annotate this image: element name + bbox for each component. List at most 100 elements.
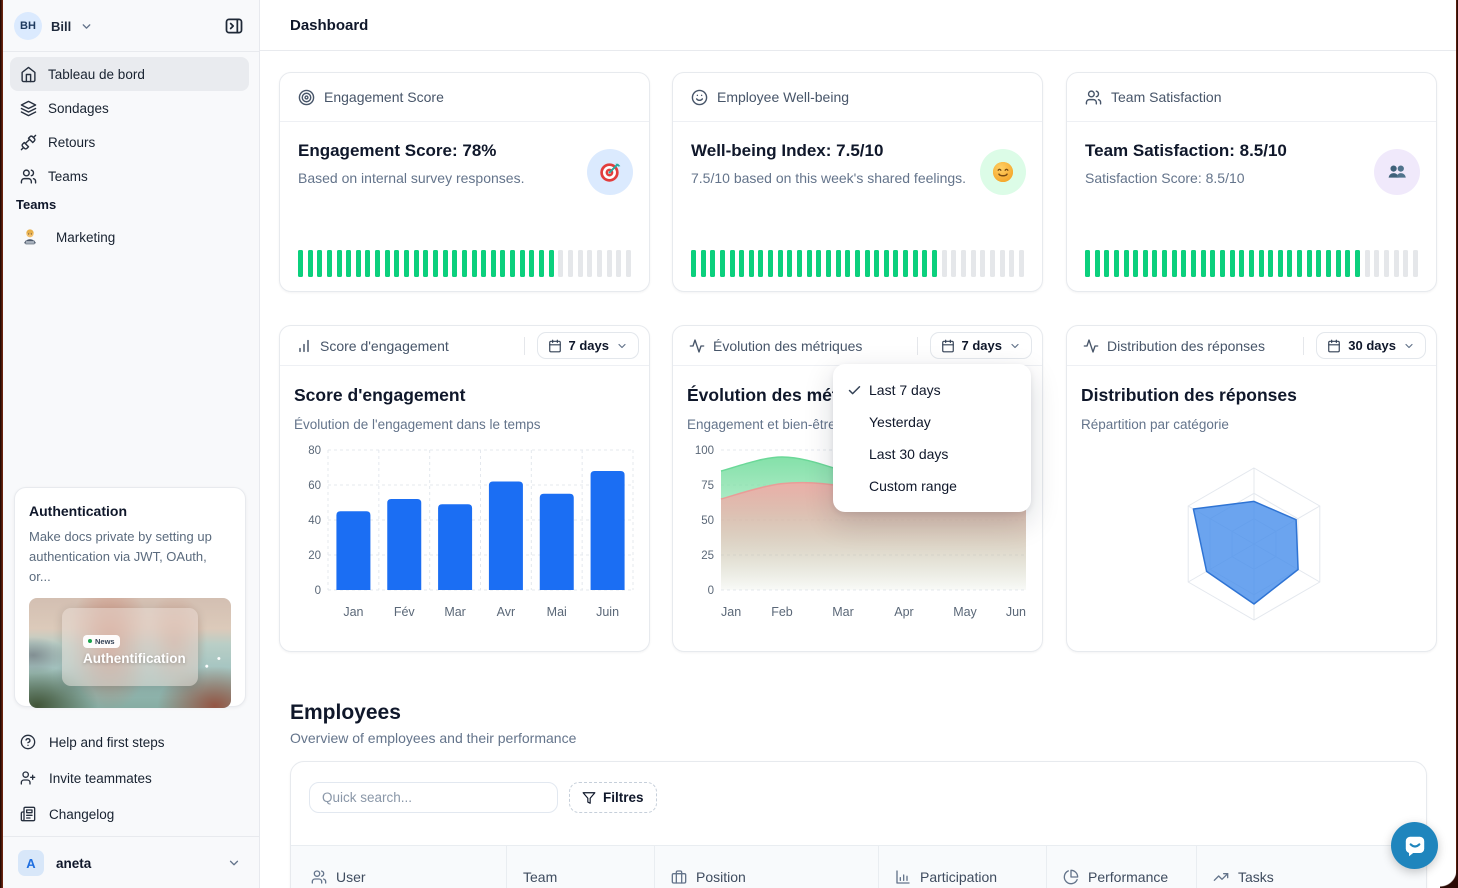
progress-segment — [903, 250, 909, 277]
progress-segment — [1393, 250, 1399, 277]
sidebar-item-invite[interactable]: Invite teammates — [10, 760, 249, 796]
sidebar-item-dashboard[interactable]: Tableau de bord — [10, 57, 249, 91]
sidebar-item-feedback[interactable]: Retours — [10, 125, 249, 159]
workspace-name: Bill — [51, 18, 72, 34]
svg-text:100: 100 — [695, 445, 714, 457]
engagement-score-card: Engagement Score Engagement Score: 78% B… — [279, 72, 650, 292]
progress-segment — [326, 250, 332, 277]
progress-segment — [1345, 250, 1351, 277]
progress-segment — [768, 250, 774, 277]
progress-segment — [1297, 250, 1303, 277]
progress-segment — [384, 250, 390, 277]
account-menu[interactable]: A aneta — [12, 846, 247, 880]
card-header-label: Team Satisfaction — [1111, 89, 1222, 105]
svg-text:80: 80 — [308, 445, 321, 457]
progress-segment — [336, 250, 342, 277]
progress-segment — [1191, 250, 1197, 277]
user-plus-icon — [20, 770, 36, 786]
progress-segment — [625, 250, 631, 277]
date-range-button[interactable]: 7 days — [536, 332, 639, 359]
date-range-button[interactable]: 7 days — [929, 332, 1032, 359]
unplug-icon — [20, 134, 37, 151]
promo-image-overlay: News Authentification — [62, 608, 198, 687]
column-header-team[interactable]: Team — [507, 846, 655, 888]
authentication-promo-card[interactable]: Authentication Make docs private by sett… — [14, 487, 246, 709]
progress-segment — [893, 250, 899, 277]
smile-emoji-badge — [980, 149, 1026, 195]
chat-launcher-button[interactable] — [1391, 822, 1438, 869]
page-title: Dashboard — [290, 16, 369, 34]
menu-item-yesterday[interactable]: Yesterday — [833, 406, 1031, 438]
window-edge-right — [1456, 0, 1458, 888]
employees-title: Employees — [290, 701, 401, 724]
trending-up-icon — [1213, 869, 1229, 885]
promo-image-label: Authentification — [83, 651, 186, 667]
column-label: Position — [696, 868, 746, 885]
progress-segment — [951, 250, 957, 277]
search-input[interactable] — [309, 782, 558, 813]
chart-subtitle: Évolution de l'engagement dans le temps — [294, 417, 541, 432]
progress-segment — [471, 250, 477, 277]
sidebar: BH Bill Tableau de bord Sondages — [0, 0, 260, 888]
sidebar-item-label: Tableau de bord — [48, 66, 145, 82]
bar-chart-icon — [296, 338, 312, 354]
column-header-tasks[interactable]: Tasks — [1197, 846, 1426, 888]
progress-segment — [970, 250, 976, 277]
column-label: Participation — [920, 868, 998, 885]
menu-item-custom-range[interactable]: Custom range — [833, 470, 1031, 502]
header-divider — [1303, 336, 1305, 355]
progress-segment — [748, 250, 754, 277]
date-range-label: 7 days — [568, 338, 609, 353]
sidebar-item-surveys[interactable]: Sondages — [10, 91, 249, 125]
briefcase-icon — [671, 869, 687, 885]
chart-subtitle: Engagement et bien-être — [687, 417, 836, 432]
target-icon — [298, 89, 315, 106]
stat-subtitle: 7.5/10 based on this week's shared feeli… — [691, 170, 967, 186]
progress-segment — [739, 250, 745, 277]
sidebar-item-teams[interactable]: Teams — [10, 159, 249, 193]
progress-segment — [777, 250, 783, 277]
column-header-performance[interactable]: Performance — [1047, 846, 1197, 888]
progress-segment — [1210, 250, 1216, 277]
help-circle-icon — [20, 734, 36, 750]
column-header-user[interactable]: User — [291, 846, 507, 888]
sidebar-item-marketing[interactable]: Marketing — [10, 220, 249, 254]
menu-item-last-7-days[interactable]: Last 7 days — [833, 374, 1031, 406]
sidebar-collapse-button[interactable] — [219, 11, 249, 41]
sidebar-item-label: Retours — [48, 134, 96, 150]
sidebar-item-help[interactable]: Help and first steps — [10, 724, 249, 760]
filters-button[interactable]: Filtres — [569, 782, 657, 813]
engagement-bar-chart: 0 20 40 60 80 Jan Fév Mar Avr Mai Juin — [308, 445, 634, 619]
teams-section-heading: Teams — [16, 197, 57, 212]
sidebar-item-label: Marketing — [56, 229, 116, 245]
svg-text:Fév: Fév — [394, 605, 416, 619]
chart-subtitle: Répartition par catégorie — [1081, 417, 1229, 432]
news-dot-icon — [88, 639, 92, 644]
column-header-participation[interactable]: Participation — [879, 846, 1047, 888]
progress-segment — [375, 250, 381, 277]
distribution-radar-chart — [1187, 467, 1321, 621]
progress-segment — [539, 250, 545, 277]
progress-segment — [1316, 250, 1322, 277]
menu-item-label: Last 30 days — [869, 446, 949, 462]
column-header-position[interactable]: Position — [655, 846, 879, 888]
progress-segment — [1277, 250, 1283, 277]
svg-text:Juin: Juin — [596, 605, 619, 619]
menu-item-last-30-days[interactable]: Last 30 days — [833, 438, 1031, 470]
progress-segment — [1268, 250, 1274, 277]
panel-collapse-icon — [224, 16, 244, 36]
progress-segment — [691, 250, 696, 277]
progress-segment — [1133, 250, 1139, 277]
header-divider — [523, 336, 525, 355]
progress-segment — [1018, 250, 1024, 277]
progress-segment — [616, 250, 622, 277]
sidebar-item-changelog[interactable]: Changelog — [10, 796, 249, 832]
progress-segment — [365, 250, 371, 277]
progress-segment — [500, 250, 506, 277]
account-avatar: A — [18, 850, 44, 876]
news-badge: News — [83, 634, 120, 648]
layers-icon — [20, 100, 37, 117]
top-bar: Dashboard — [260, 0, 1458, 51]
workspace-switcher[interactable]: BH Bill — [14, 12, 93, 40]
date-range-button[interactable]: 30 days — [1316, 332, 1426, 359]
